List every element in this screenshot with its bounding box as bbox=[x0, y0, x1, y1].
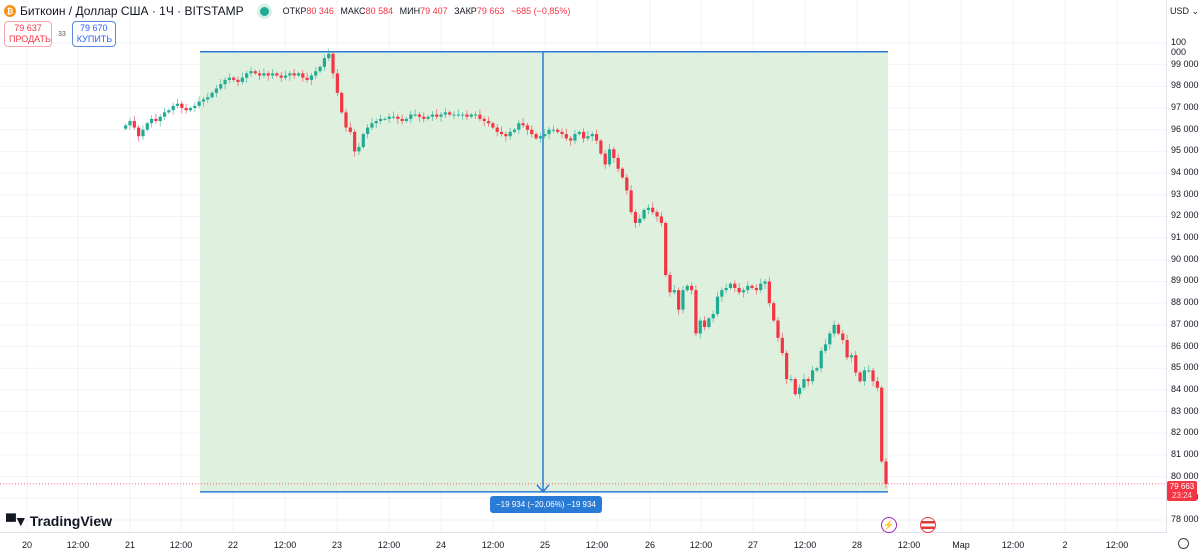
price-tick-label: 89 000 bbox=[1171, 275, 1199, 286]
price-tick-label: 97 000 bbox=[1171, 102, 1199, 113]
sell-label: ПРОДАТЬ bbox=[9, 34, 51, 44]
buy-price: 79 670 bbox=[80, 23, 108, 33]
price-tick-label: 93 000 bbox=[1171, 188, 1199, 199]
time-tick-label: 12:00 bbox=[585, 540, 609, 550]
price-tick-label: 90 000 bbox=[1171, 253, 1199, 264]
axis-settings-icon[interactable] bbox=[1178, 538, 1189, 549]
close-value: 79 663 bbox=[476, 6, 505, 16]
price-tick-label: 84 000 bbox=[1171, 383, 1199, 394]
time-tick-label: 21 bbox=[124, 540, 136, 550]
chart-legend: ₿ Биткоин / Доллар США · 1Ч · BITSTAMP О… bbox=[4, 4, 574, 18]
time-tick-label: 20 bbox=[21, 540, 33, 550]
time-tick-label: 12:00 bbox=[897, 540, 921, 550]
price-tick-label: 88 000 bbox=[1171, 297, 1199, 308]
price-tick-label: 94 000 bbox=[1171, 167, 1199, 178]
time-tick-label: 26 bbox=[644, 540, 656, 550]
time-tick-label: 27 bbox=[747, 540, 759, 550]
tradingview-logo-icon: ▀▼ bbox=[6, 513, 28, 529]
time-tick-label: 23 bbox=[331, 540, 343, 550]
price-tick-label: 81 000 bbox=[1171, 448, 1199, 459]
price-tick-label: 96 000 bbox=[1171, 123, 1199, 134]
buy-button[interactable]: 79 670 КУПИТЬ bbox=[71, 21, 116, 47]
time-tick-label: 12:00 bbox=[689, 540, 713, 550]
high-label: МАКС bbox=[340, 6, 366, 16]
bar-countdown: 23:24 bbox=[1171, 491, 1193, 500]
open-value: 80 346 bbox=[306, 6, 334, 16]
price-tick-label: 78 000 bbox=[1171, 513, 1199, 524]
symbol-title[interactable]: Биткоин / Доллар США · 1Ч · BITSTAMP bbox=[20, 4, 244, 18]
price-tick-label: 95 000 bbox=[1171, 145, 1199, 156]
low-value: 79 407 bbox=[420, 6, 448, 16]
price-tick-label: 86 000 bbox=[1171, 340, 1199, 351]
bitcoin-icon: ₿ bbox=[4, 5, 16, 17]
time-tick-label: 22 bbox=[227, 540, 239, 550]
time-tick-label: 12:00 bbox=[481, 540, 505, 550]
time-axis[interactable]: 20 12:00 21 12:00 22 12:00 23 12:00 24 12:00 25 12:… bbox=[0, 532, 1166, 553]
sell-button[interactable]: 79 637 ПРОДАТЬ bbox=[4, 21, 52, 47]
price-tick-label: 99 000 bbox=[1171, 58, 1199, 69]
trade-panel: 79 637 ПРОДАТЬ 33 79 670 КУПИТЬ bbox=[4, 21, 116, 47]
time-tick-label: 12:00 bbox=[1105, 540, 1129, 550]
currency-selector[interactable]: USD ⌄ bbox=[1170, 6, 1199, 17]
chevron-down-icon: ⌄ bbox=[1191, 6, 1200, 16]
time-tick-label: 12:00 bbox=[1001, 540, 1025, 550]
change-value: −685 (−0,85%) bbox=[510, 6, 571, 16]
close-label: ЗАКР bbox=[454, 6, 477, 16]
market-status-icon[interactable] bbox=[259, 6, 269, 16]
price-range-label: −19 934 (−20,06%) −19 934 bbox=[490, 496, 602, 513]
low-label: МИН bbox=[399, 6, 421, 16]
time-tick-label: 12:00 bbox=[169, 540, 193, 550]
time-tick-label: 12:00 bbox=[793, 540, 817, 550]
price-tick-label: 85 000 bbox=[1171, 362, 1199, 373]
price-axis[interactable]: 100 000 99 000 98 000 97 000 96 000 95 000 94 … bbox=[1166, 0, 1200, 533]
price-tick-label: 91 000 bbox=[1171, 232, 1199, 243]
spread-value: 33 bbox=[58, 30, 66, 38]
time-tick-label: 12:00 bbox=[377, 540, 401, 550]
high-value: 80 584 bbox=[365, 6, 394, 16]
logo-text: TradingView bbox=[29, 513, 112, 529]
time-tick-label: 12:00 bbox=[273, 540, 297, 550]
price-tick-label: 83 000 bbox=[1171, 405, 1199, 416]
price-tick-label: 100 000 bbox=[1171, 37, 1187, 57]
current-price-label: 79 663 23:24 bbox=[1167, 481, 1197, 501]
time-tick-label: 2 bbox=[1062, 540, 1068, 550]
price-tick-label: 92 000 bbox=[1171, 210, 1199, 221]
buy-label: КУПИТЬ bbox=[76, 34, 113, 44]
time-tick-label: 24 bbox=[435, 540, 447, 550]
time-tick-label: Мар bbox=[952, 540, 970, 550]
sell-price: 79 637 bbox=[14, 23, 42, 33]
price-tick-label: 98 000 bbox=[1171, 80, 1199, 91]
tradingview-logo[interactable]: ▀▼ TradingView bbox=[6, 513, 112, 529]
event-flash-icon[interactable]: ⚡ bbox=[881, 517, 897, 533]
ohlc-values: ОТКР80 346 МАКС80 584 МИН79 407 ЗАКР79 6… bbox=[283, 6, 575, 16]
event-us-flag-icon[interactable] bbox=[920, 517, 936, 533]
open-label: ОТКР bbox=[282, 6, 307, 16]
time-tick-label: 28 bbox=[851, 540, 863, 550]
price-tick-label: 82 000 bbox=[1171, 427, 1199, 438]
chart-canvas[interactable] bbox=[0, 0, 1166, 532]
price-tick-label: 80 000 bbox=[1171, 470, 1199, 481]
time-tick-label: 12:00 bbox=[66, 540, 90, 550]
current-price: 79 663 bbox=[1169, 482, 1195, 491]
price-tick-label: 87 000 bbox=[1171, 318, 1199, 329]
time-tick-label: 25 bbox=[539, 540, 551, 550]
currency-label: USD bbox=[1170, 6, 1190, 16]
